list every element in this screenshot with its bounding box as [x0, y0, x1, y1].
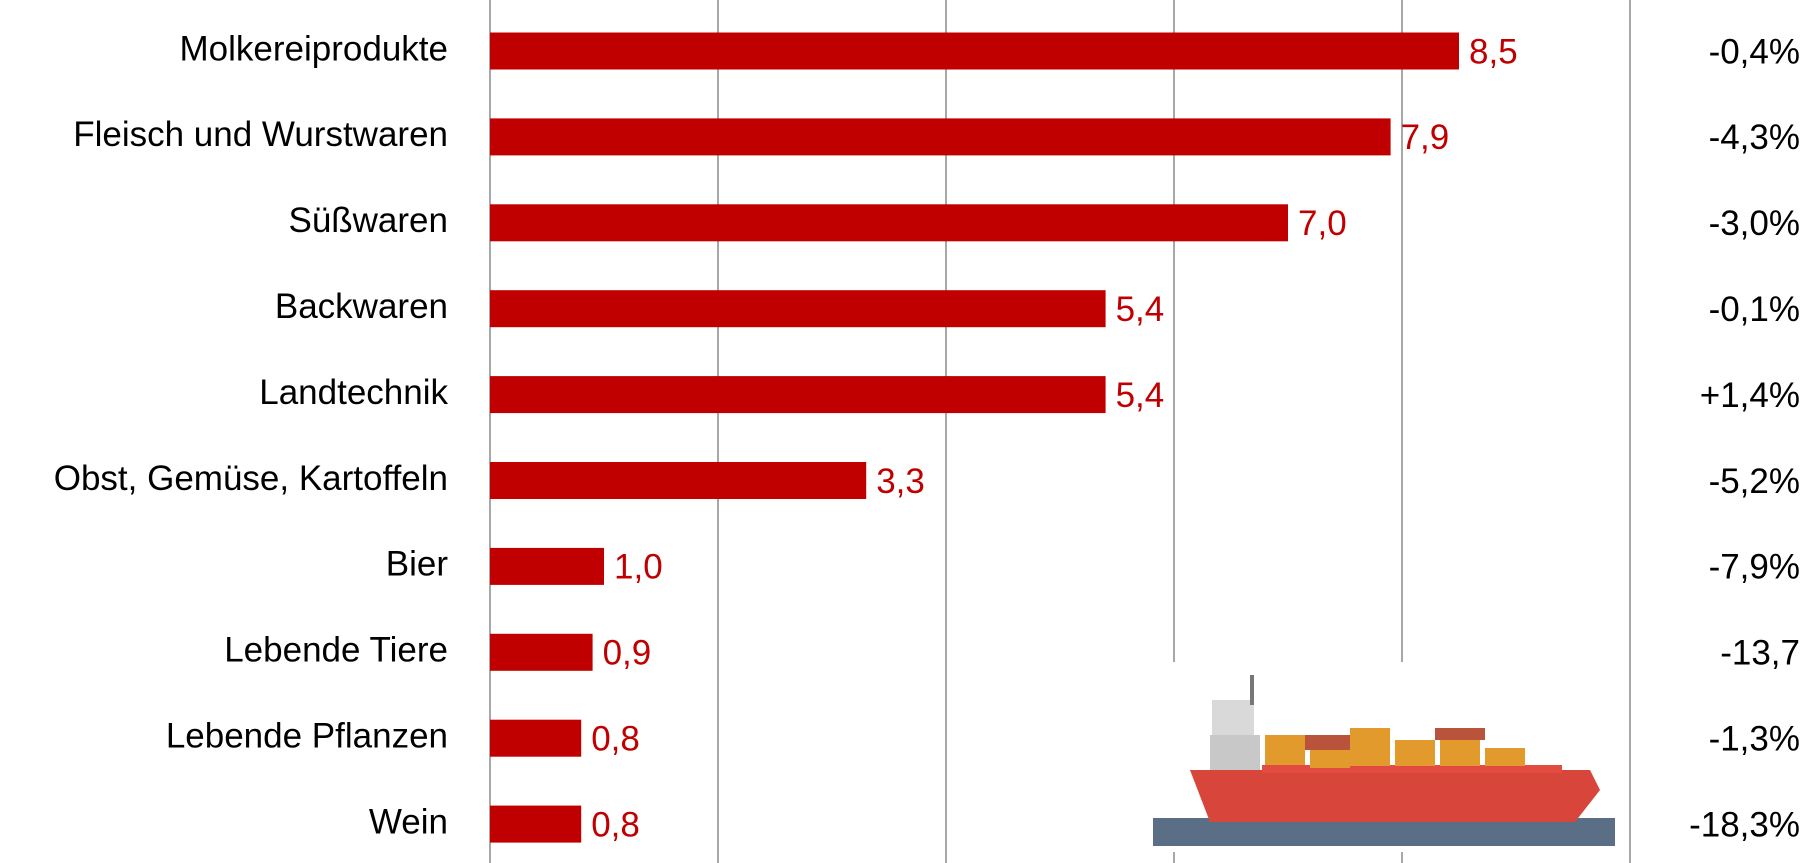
value-label: 1,0: [614, 548, 663, 587]
y-tick-label: Wein: [369, 802, 448, 841]
change-label: -5,2%: [1709, 462, 1800, 501]
value-label: 3,3: [876, 462, 925, 501]
change-label: -3,0%: [1709, 204, 1800, 243]
change-label: +1,4%: [1700, 376, 1800, 415]
value-label: 7,0: [1298, 204, 1347, 243]
bar: [490, 462, 867, 499]
value-label: 7,9: [1401, 118, 1450, 157]
bar: [490, 32, 1459, 70]
bars: Molkereiprodukte 8,5 -0,4% Fleisch und Wurs…: [54, 29, 1800, 844]
y-tick-label: Bier: [386, 545, 449, 584]
value-label: 5,4: [1116, 290, 1165, 329]
change-label: -18,3%: [1689, 805, 1800, 844]
bar: [490, 118, 1391, 156]
change-label: -1,3%: [1709, 719, 1800, 758]
value-label: 0,8: [591, 805, 640, 844]
y-tick-label: Obst, Gemüse, Kartoffeln: [54, 459, 448, 498]
change-label: -4,3%: [1709, 118, 1800, 157]
bar: [490, 805, 582, 843]
bar: [490, 290, 1106, 328]
bar: [490, 376, 1106, 414]
value-label: 5,4: [1116, 376, 1165, 415]
change-label: -7,9%: [1709, 548, 1800, 587]
value-label: 0,8: [591, 719, 640, 758]
value-label: 0,9: [603, 634, 652, 673]
y-tick-label: Backwaren: [275, 287, 448, 326]
change-label: -0,4%: [1709, 32, 1800, 71]
y-tick-label: Molkereiprodukte: [180, 29, 448, 68]
value-label: 8,5: [1469, 32, 1518, 71]
bar: [490, 719, 582, 757]
y-tick-label: Landtechnik: [259, 373, 448, 412]
y-tick-label: Süßwaren: [288, 201, 448, 240]
bar: [490, 547, 604, 585]
change-label: -13,7: [1720, 634, 1800, 673]
y-tick-label: Lebende Tiere: [224, 631, 448, 670]
ship-image: [1150, 662, 1620, 852]
y-tick-label: Lebende Pflanzen: [166, 716, 448, 755]
bar: [490, 633, 593, 671]
bar: [490, 204, 1288, 242]
change-label: -0,1%: [1709, 290, 1800, 329]
y-tick-label: Fleisch und Wurstwaren: [73, 115, 448, 154]
